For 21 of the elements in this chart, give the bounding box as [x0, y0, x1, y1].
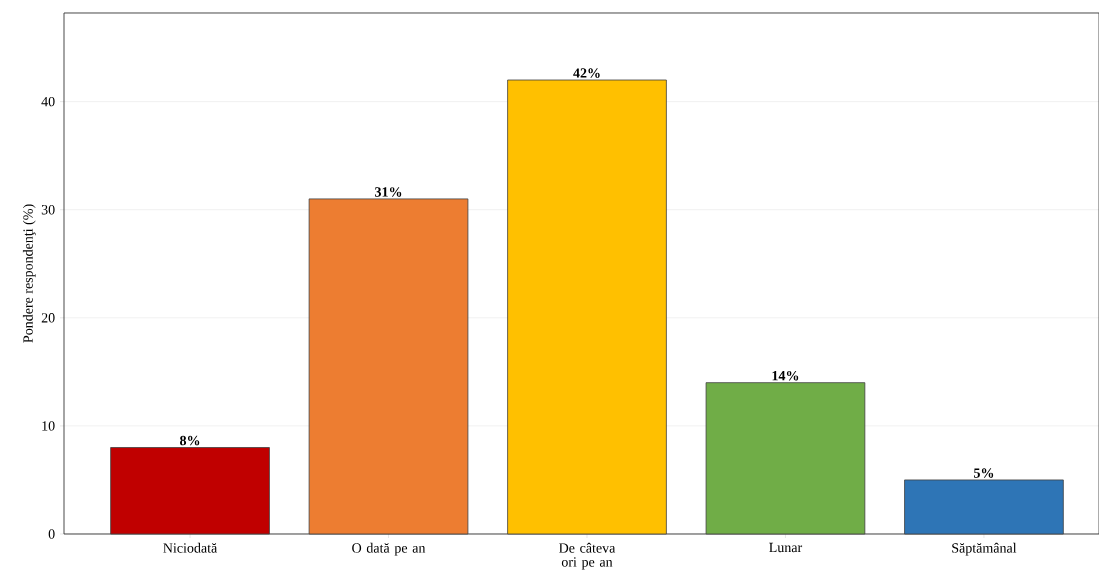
bar [904, 479, 1064, 535]
x-tick-label: O dată pe an [352, 542, 426, 556]
data-label: 14% [772, 370, 799, 381]
bar [705, 382, 866, 535]
y-axis-title: Pondere respondenţi (%) [22, 204, 36, 343]
y-tick-label: 40 [41, 96, 55, 107]
y-tick-label: 0 [48, 529, 55, 539]
x-tick-label: De câteva ori pe an [559, 542, 616, 570]
data-label: 8% [180, 435, 200, 446]
y-tick-label: 10 [42, 421, 55, 431]
y-tick-label: 30 [41, 204, 55, 215]
x-tick-label: Lunar [769, 542, 803, 553]
data-label: 42% [573, 68, 600, 78]
y-tick-label: 20 [41, 313, 55, 323]
data-label: 5% [974, 468, 994, 478]
bar [110, 447, 270, 535]
x-tick-label: Săptămânal [952, 542, 1017, 556]
x-tick-label: Niciodată [163, 542, 218, 553]
data-label: 31% [375, 187, 402, 197]
bar [507, 79, 667, 535]
bar [308, 198, 469, 535]
